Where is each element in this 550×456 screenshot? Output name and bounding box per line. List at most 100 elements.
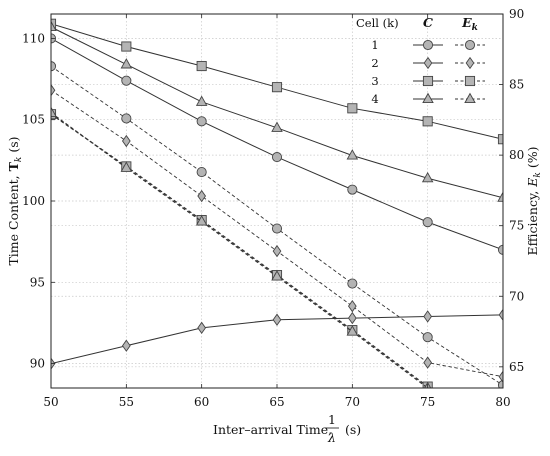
- y-axis-left-label: Time Content, Tk (s): [6, 136, 24, 265]
- data-point-diamond: [498, 370, 503, 383]
- data-point-triangle: [51, 20, 57, 32]
- legend-entry-label: 4: [371, 92, 378, 106]
- legend-row-cell-2: 2: [371, 56, 485, 70]
- y-left-tick-label: 105: [22, 113, 45, 127]
- data-point-triangle: [421, 171, 434, 183]
- data-point-triangle: [346, 325, 359, 336]
- data-point-circle: [121, 113, 132, 124]
- data-point-circle: [347, 278, 358, 289]
- legend-marker-c: [422, 39, 434, 51]
- data-point-circle: [422, 332, 433, 343]
- series-efficiency-cell-1: [51, 61, 503, 388]
- x-tick-label: 50: [43, 395, 58, 409]
- legend-entry-label: 3: [371, 74, 378, 88]
- y-right-label-text: Efficiency,: [525, 187, 540, 256]
- data-point-circle: [271, 152, 283, 163]
- data-point-triangle: [271, 121, 283, 132]
- legend-entry-label: 2: [371, 56, 378, 70]
- y-left-label-unit: (s): [6, 136, 21, 156]
- data-point-triangle: [195, 215, 208, 226]
- legend: Cell (k) C Ek 1 2 3 4: [356, 15, 485, 106]
- legend-row-cell-4: 4: [371, 92, 485, 106]
- data-point-diamond: [272, 244, 282, 258]
- data-point-circle: [271, 223, 283, 234]
- y-right-tick-label: 80: [509, 148, 524, 162]
- data-point-diamond: [197, 189, 207, 203]
- legend-row-cell-1: 1: [371, 38, 485, 52]
- series-time-content-cell-4: [51, 20, 503, 202]
- x-tick-label: 70: [345, 395, 360, 409]
- data-point-circle: [196, 116, 207, 127]
- data-point-square: [347, 103, 358, 114]
- data-point-diamond: [347, 299, 357, 313]
- data-point-square: [422, 116, 433, 127]
- data-point-diamond: [121, 134, 131, 148]
- data-point-diamond: [51, 84, 56, 97]
- legend-rows: 1 2 3 4: [371, 38, 485, 106]
- data-point-triangle: [346, 149, 359, 160]
- legend-marker-e: [464, 39, 476, 51]
- series-layer: [51, 18, 503, 388]
- legend-marker-c: [422, 92, 434, 104]
- x-axis-label: Inter–arrival Time, 1 λ (s): [213, 412, 361, 445]
- legend-marker-e: [464, 75, 476, 87]
- x-axis-label-numerator: 1: [328, 412, 336, 427]
- y-left-tick-label: 100: [22, 194, 45, 208]
- series-efficiency-cell-2: [51, 84, 503, 383]
- x-axis-label-text: Inter–arrival Time,: [213, 422, 332, 437]
- y-right-label-subscript: k: [533, 172, 543, 177]
- grid-lines: [51, 14, 503, 388]
- data-point-diamond: [423, 310, 433, 323]
- series-time-content-cell-1: [51, 33, 503, 255]
- data-point-triangle: [271, 270, 283, 281]
- data-point-circle: [121, 75, 132, 86]
- data-point-triangle: [51, 106, 57, 117]
- data-point-square: [121, 41, 132, 52]
- data-point-triangle: [497, 191, 503, 202]
- data-point-diamond: [498, 308, 503, 322]
- x-tick-label: 65: [269, 395, 284, 409]
- legend-header-e: Ek: [461, 15, 478, 33]
- data-point-diamond: [121, 339, 131, 352]
- legend-marker-e: [465, 56, 475, 70]
- y-right-tick-label: 90: [509, 7, 524, 21]
- data-point-triangle: [120, 161, 133, 172]
- data-point-circle: [196, 167, 207, 178]
- y-left-tick-label: 90: [30, 357, 45, 371]
- data-point-diamond: [423, 356, 433, 369]
- x-axis-label-denominator: λ: [327, 430, 336, 445]
- y-right-label-unit: (%): [525, 146, 540, 172]
- series-efficiency-cell-4: [51, 106, 432, 388]
- series-time-content-cell-2: [51, 308, 503, 370]
- data-point-triangle: [195, 95, 208, 106]
- data-point-circle: [422, 217, 433, 228]
- x-tick-label: 55: [119, 395, 134, 409]
- y-right-tick-label: 65: [509, 360, 524, 374]
- y-left-label-subscript: k: [14, 157, 24, 162]
- y-right-tick-label: 85: [509, 78, 524, 92]
- x-tick-label: 80: [495, 395, 510, 409]
- y-right-label-symbol: E: [525, 178, 540, 188]
- legend-header-e-subscript: k: [472, 23, 478, 33]
- legend-header-c: C: [423, 15, 433, 30]
- axis-ticks: 50 55 60 65 70 75 80 90 95 100 105 110 65 70 75 80 85 90: [22, 7, 524, 409]
- data-point-diamond: [272, 313, 282, 326]
- y-axis-right-label: Efficiency, Ek (%): [525, 146, 543, 255]
- legend-row-cell-3: 3: [371, 74, 485, 88]
- y-left-label-text: Time Content,: [6, 171, 21, 265]
- legend-marker-c: [422, 75, 434, 87]
- x-tick-label: 60: [194, 395, 209, 409]
- y-left-tick-label: 110: [22, 31, 45, 45]
- legend-header-e-symbol: E: [461, 15, 472, 30]
- legend-entry-label: 1: [371, 38, 378, 52]
- x-tick-label: 75: [420, 395, 435, 409]
- y-right-tick-label: 75: [509, 219, 524, 233]
- y-left-tick-label: 95: [30, 275, 45, 289]
- legend-marker-c: [423, 56, 433, 70]
- legend-marker-e: [464, 92, 476, 104]
- y-right-tick-label: 70: [509, 289, 524, 303]
- data-point-triangle: [120, 58, 133, 69]
- data-point-diamond: [197, 321, 207, 335]
- x-axis-label-unit: (s): [345, 422, 361, 437]
